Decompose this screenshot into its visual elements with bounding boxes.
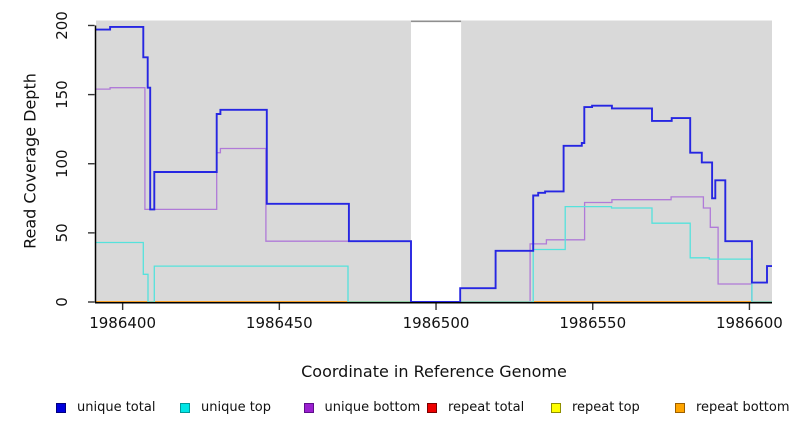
x-tick-label: 1986600 [716,314,783,332]
y-axis-ticks: 0 50 100 150 200 [53,11,95,307]
axes [94,25,772,304]
x-axis-ticks: 1986400 1986450 1986500 1986550 1986600 [89,303,783,332]
y-tick-label: 0 [53,297,71,307]
assembly-gap-band [410,20,462,302]
x-tick-label: 1986400 [89,314,156,332]
y-tick-label: 150 [53,80,71,109]
x-tick-label: 1986450 [246,314,313,332]
series-line-unique-bottom [96,87,772,303]
y-tick-label: 200 [53,11,71,40]
x-tick-label: 1986500 [403,314,470,332]
x-tick-label: 1986550 [559,314,626,332]
x-axis-title: Coordinate in Reference Genome [301,362,567,381]
y-axis-title: Read Coverage Depth [20,73,40,249]
series-line-unique-total [96,25,772,303]
y-tick-label: 50 [53,223,71,242]
series-line-unique-top [96,205,772,303]
gap-band-rect [410,20,462,302]
y-tick-label: 100 [53,149,71,178]
